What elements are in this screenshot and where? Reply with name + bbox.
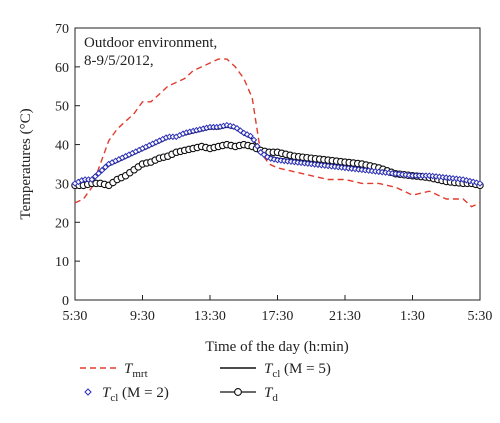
x-tick-label: 5:30 <box>468 309 493 324</box>
series-tmrt <box>74 58 481 208</box>
legend-label: Tmrt <box>124 361 148 380</box>
series-line-tmrt <box>74 58 481 208</box>
y-tick-label: 20 <box>55 216 69 231</box>
data-point-tcl2 <box>476 180 484 187</box>
x-tick-label: 5:30 <box>63 309 88 324</box>
x-tick-label: 13:30 <box>194 309 226 324</box>
annotation-line-2: 8-9/5/2012, <box>84 53 154 69</box>
y-tick-label: 0 <box>62 294 69 309</box>
series-layer <box>71 58 484 208</box>
data-point-tcl2 <box>98 166 106 174</box>
legend-label: Tcl (M = 5) <box>264 361 331 380</box>
data-point-tcl2 <box>253 142 261 150</box>
legend-item-tcl2: Tcl (M = 2) <box>84 385 169 404</box>
data-point-tcl2 <box>95 170 102 177</box>
legend-item-td: Td <box>220 385 278 404</box>
legend-marker <box>234 388 242 396</box>
data-point-tcl2 <box>102 163 109 171</box>
x-tick-label: 9:30 <box>130 309 155 324</box>
legend: Tmrt Tcl (M = 2) Tcl (M = 5) Td <box>80 361 331 404</box>
y-tick-label: 50 <box>55 100 69 115</box>
legend-item-tmrt: Tmrt <box>80 361 148 380</box>
legend-label: Td <box>264 385 278 404</box>
y-axis-label: Temperatures (°C) <box>18 108 34 219</box>
y-tick-label: 30 <box>55 177 69 192</box>
legend-marker <box>84 388 92 396</box>
axis-ticks: 0 10 20 30 40 50 60 70 5:30 9:30 13:30 17:30 21:30 1:… <box>55 22 492 324</box>
x-tick-label: 17:30 <box>262 309 294 324</box>
data-point-tcl2 <box>247 132 254 140</box>
y-tick-label: 60 <box>55 61 69 76</box>
y-tick-label: 40 <box>55 139 69 154</box>
x-tick-label: 21:30 <box>329 309 361 324</box>
annotation-line-1: Outdoor environment, <box>84 35 217 51</box>
legend-item-tcl5: Tcl (M = 5) <box>220 361 331 380</box>
x-tick-label: 1:30 <box>400 309 425 324</box>
data-point-tcl2 <box>250 136 258 144</box>
x-axis-label: Time of the day (h:min) <box>205 339 349 355</box>
series-td <box>71 140 484 190</box>
data-point-tcl2 <box>88 176 96 183</box>
y-tick-label: 70 <box>55 22 69 37</box>
series-tcl2 <box>71 121 484 187</box>
y-tick-label: 10 <box>55 255 69 270</box>
legend-label: Tcl (M = 2) <box>102 385 169 404</box>
data-point-tcl2 <box>91 173 99 180</box>
